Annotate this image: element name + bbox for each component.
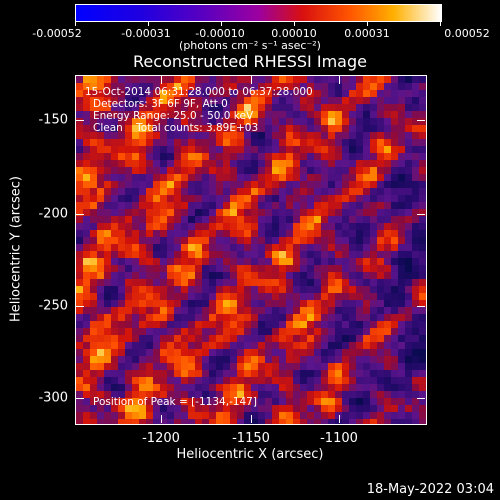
reconstructed-image <box>76 76 426 424</box>
x-tick-label: -1100 <box>320 431 358 446</box>
annotation-peak-position: Position of Peak = [-1134,-147] <box>93 396 257 408</box>
colorbar-units-label: (photons cm⁻² s⁻¹ asec⁻²) <box>179 39 321 52</box>
colorbar-tick-label: 0.00010 <box>271 27 317 40</box>
x-tick-label: -1150 <box>232 431 270 446</box>
colorbar-tick-label: -0.00031 <box>121 27 171 40</box>
colorbar-tick-label: -0.00010 <box>195 27 245 40</box>
y-tick-label: -250 <box>38 298 68 314</box>
y-tick-label: -200 <box>38 206 68 222</box>
colorbar <box>75 4 442 22</box>
colorbar-tick-label: -0.00052 <box>32 27 82 40</box>
y-tick-label: -300 <box>38 390 68 406</box>
annotation-energy-range: Energy Range: 25.0 - 50.0 keV <box>93 110 254 122</box>
date-stamp: 18-May-2022 03:04 <box>366 482 494 497</box>
colorbar-tick-label: 0.00031 <box>344 27 390 40</box>
plot-title: Reconstructed RHESSI Image <box>133 52 367 71</box>
annotation-time-range: 15-Oct-2014 06:31:28.000 to 06:37:28.000 <box>85 86 313 98</box>
annotation-detectors: Detectors: 3F 6F 9F, Att 0 <box>93 98 228 110</box>
annotation-clean-counts: Clean Total counts: 3.89E+03 <box>93 122 259 134</box>
x-tick-label: -1200 <box>142 431 180 446</box>
y-axis-label: Heliocentric Y (arcsec) <box>8 176 24 322</box>
image-plot-area: 15-Oct-2014 06:31:28.000 to 06:37:28.000… <box>75 75 427 425</box>
x-axis-label: Heliocentric X (arcsec) <box>176 447 324 462</box>
y-tick-label: -150 <box>38 112 68 128</box>
colorbar-tick-label: 0.00052 <box>444 27 490 40</box>
